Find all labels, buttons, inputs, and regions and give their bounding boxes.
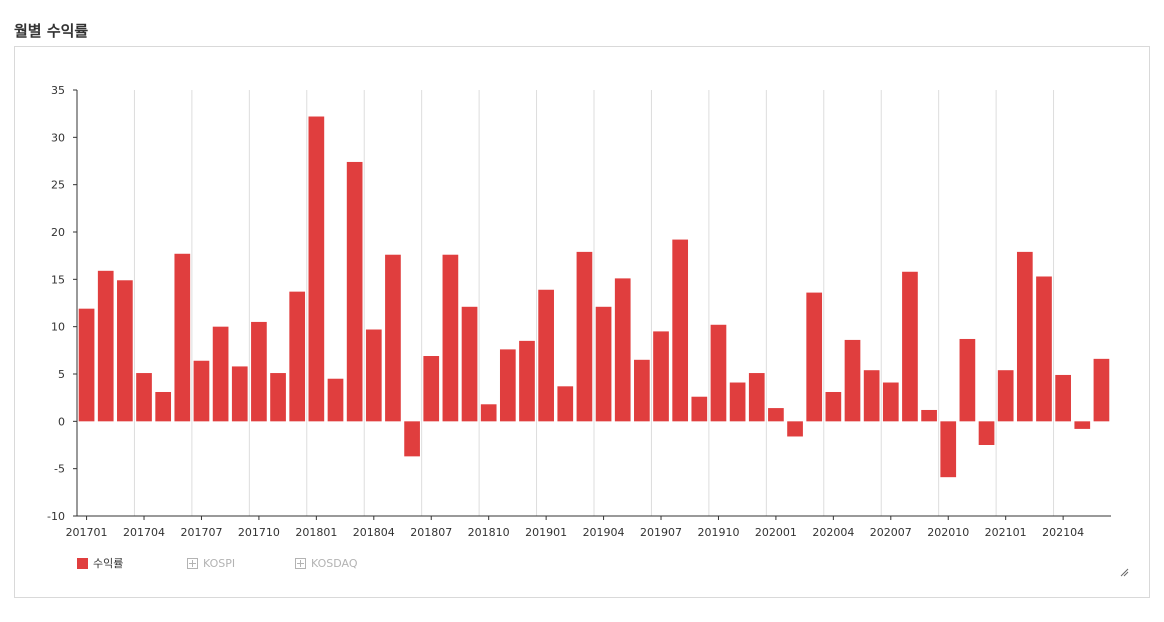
legend-label-kospi: KOSPI <box>203 556 236 570</box>
x-tick-label: 201810 <box>468 526 510 539</box>
bar-201701[interactable] <box>78 308 95 422</box>
bar-202102[interactable] <box>1016 251 1033 422</box>
bar-201712[interactable] <box>289 291 306 422</box>
legend-toggle-icon <box>187 557 198 569</box>
page-title: 월별 수익률 <box>14 22 89 40</box>
bar-201906[interactable] <box>634 359 650 422</box>
x-tick-label: 202007 <box>870 526 912 539</box>
x-tick-label: 201901 <box>525 526 567 539</box>
bar-202105[interactable] <box>1074 421 1091 429</box>
bar-201902[interactable] <box>557 386 574 422</box>
bar-201905[interactable] <box>614 278 631 422</box>
bar-201703[interactable] <box>117 280 133 422</box>
x-tick-label: 201801 <box>295 526 337 539</box>
legend-toggle-icon <box>295 557 306 569</box>
bar-201806[interactable] <box>404 421 420 457</box>
x-tick-label: 201904 <box>583 526 625 539</box>
resize-handle-icon[interactable] <box>1119 567 1129 577</box>
bar-201709[interactable] <box>231 366 248 422</box>
chart-panel: 35 30 25 20 15 10 5 0 -5 -10 201701 201704 201707 201… <box>14 46 1150 598</box>
bar-202007[interactable] <box>882 382 899 422</box>
bar-201901[interactable] <box>538 289 554 422</box>
bar-201808[interactable] <box>442 254 459 422</box>
bar-201908[interactable] <box>672 239 689 422</box>
x-tick-label: 201704 <box>123 526 165 539</box>
bar-201710[interactable] <box>251 321 267 422</box>
bar-201705[interactable] <box>155 391 172 422</box>
bar-201904[interactable] <box>595 306 612 422</box>
x-tick-label: 202104 <box>1042 526 1084 539</box>
bar-201903[interactable] <box>576 251 593 422</box>
y-tick-label: 35 <box>51 84 65 97</box>
bar-201907[interactable] <box>653 331 669 422</box>
bar-201910[interactable] <box>710 324 727 422</box>
x-tick-label: 202001 <box>755 526 797 539</box>
x-tick-label: 202004 <box>812 526 854 539</box>
bar-202001[interactable] <box>768 408 784 422</box>
bar-201804[interactable] <box>365 329 382 422</box>
x-tick-label: 201907 <box>640 526 682 539</box>
x-tick-label: 201804 <box>353 526 395 539</box>
bar-202002[interactable] <box>787 421 803 437</box>
legend: 수익률 KOSPI KOSDAQ <box>77 555 358 571</box>
x-tick-label: 201701 <box>66 526 108 539</box>
bar-201912[interactable] <box>748 373 765 422</box>
bar-202006[interactable] <box>863 370 880 422</box>
bar-202104[interactable] <box>1055 374 1071 422</box>
bar-202004[interactable] <box>825 391 842 422</box>
legend-item-kospi[interactable]: KOSPI <box>187 557 295 570</box>
legend-label-kosdaq: KOSDAQ <box>311 556 358 570</box>
legend-label-return: 수익률 <box>93 557 124 570</box>
x-tick-label: 202010 <box>927 526 969 539</box>
bar-201707[interactable] <box>193 360 210 422</box>
x-tick-label: 201707 <box>180 526 222 539</box>
bar-201706[interactable] <box>174 253 191 422</box>
bar-202009[interactable] <box>921 409 937 422</box>
bar-201802[interactable] <box>327 378 344 422</box>
bar-202101[interactable] <box>997 370 1014 422</box>
bar-202010[interactable] <box>940 421 957 478</box>
bar-201809[interactable] <box>461 306 478 422</box>
bar-201803[interactable] <box>346 161 363 422</box>
bar-202008[interactable] <box>902 271 918 422</box>
bar-202011[interactable] <box>959 338 976 422</box>
legend-swatch-return <box>77 557 88 569</box>
legend-item-kosdaq[interactable]: KOSDAQ <box>295 557 358 570</box>
bar-202003[interactable] <box>806 292 823 422</box>
x-tick-label: 201910 <box>697 526 739 539</box>
bar-201811[interactable] <box>499 349 516 422</box>
y-tick-label: 20 <box>51 226 65 239</box>
bar-201708[interactable] <box>212 326 229 422</box>
y-tick-label: -10 <box>47 510 65 523</box>
bar-201801[interactable] <box>308 116 325 422</box>
bars <box>78 116 1110 478</box>
bar-201711[interactable] <box>270 373 286 422</box>
grid-lines <box>133 90 1055 516</box>
bar-202012[interactable] <box>978 421 995 445</box>
y-tick-label: 0 <box>58 415 65 428</box>
bar-202106[interactable] <box>1093 358 1110 422</box>
y-tick-label: 30 <box>51 131 65 144</box>
bar-202103[interactable] <box>1036 276 1052 422</box>
x-tick-label: 201807 <box>410 526 452 539</box>
bar-201805[interactable] <box>385 254 401 422</box>
y-tick-label: 25 <box>51 179 65 192</box>
bar-201911[interactable] <box>729 382 746 422</box>
bar-201812[interactable] <box>519 340 535 422</box>
bar-201909[interactable] <box>691 396 708 422</box>
x-tick-label: 201710 <box>238 526 280 539</box>
bar-201807[interactable] <box>423 356 440 422</box>
bar-201810[interactable] <box>480 404 497 422</box>
y-tick-label: -5 <box>54 463 65 476</box>
bar-202005[interactable] <box>844 339 861 422</box>
bar-201702[interactable] <box>97 270 114 422</box>
y-tick-label: 15 <box>51 273 65 286</box>
y-tick-label: 10 <box>51 321 65 334</box>
legend-item-return[interactable]: 수익률 <box>77 555 187 571</box>
y-tick-label: 5 <box>58 368 65 381</box>
x-tick-label: 202101 <box>985 526 1027 539</box>
bar-201704[interactable] <box>136 373 152 422</box>
